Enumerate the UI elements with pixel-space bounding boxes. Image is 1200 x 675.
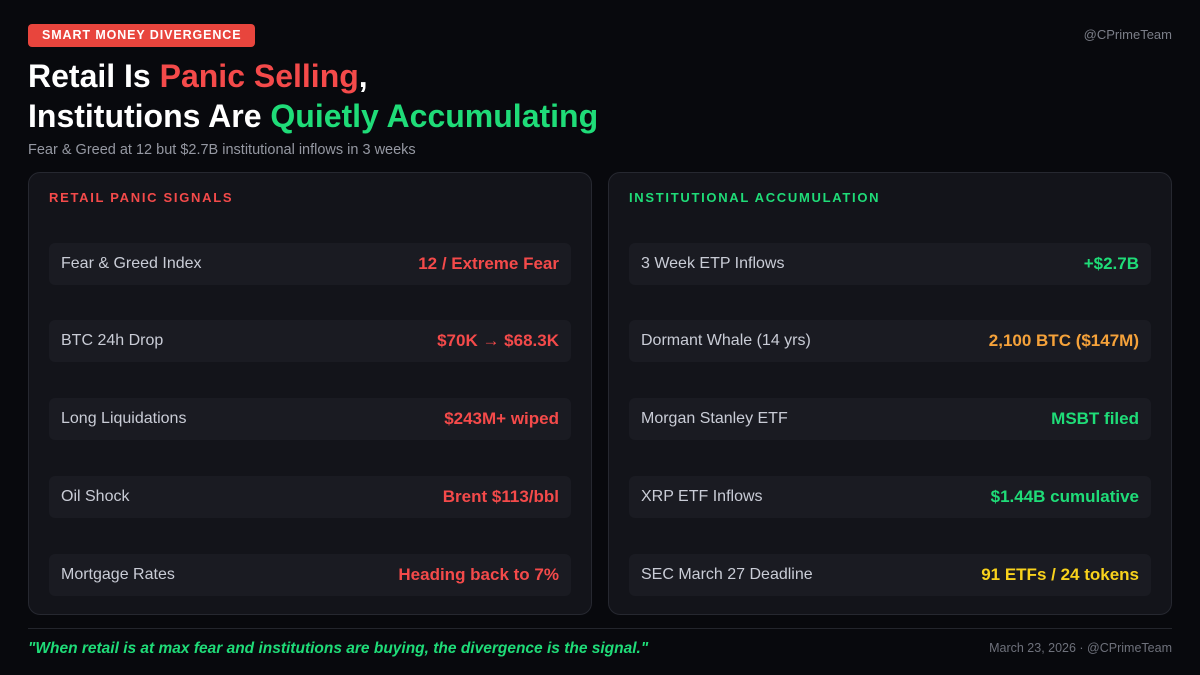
institutional-row-value: 2,100 BTC ($147M) [988, 331, 1139, 350]
retail-row-value: Brent $113/bbl [442, 487, 559, 506]
institutional-row: XRP ETF Inflows $1.44B cumulative [629, 476, 1151, 518]
retail-panel-title: RETAIL PANIC SIGNALS [49, 190, 234, 205]
institutional-row-value: 91 ETFs / 24 tokens [981, 565, 1139, 584]
institutional-row-label: XRP ETF Inflows [641, 488, 763, 505]
headline: Retail Is Panic Selling, Institutions Ar… [28, 56, 598, 136]
headline-line-1-text: Retail Is [28, 58, 160, 94]
institutional-row: Dormant Whale (14 yrs) 2,100 BTC ($147M) [629, 320, 1151, 362]
retail-row-label: Oil Shock [61, 488, 130, 505]
footer-meta: March 23, 2026 · @CPrimeTeam [989, 641, 1172, 655]
institutional-row-label: Dormant Whale (14 yrs) [641, 332, 811, 349]
retail-row-label: Long Liquidations [61, 410, 187, 427]
institutional-panel-title: INSTITUTIONAL ACCUMULATION [629, 190, 881, 205]
retail-row-value: Heading back to 7% [398, 565, 559, 584]
retail-row: Mortgage Rates Heading back to 7% [49, 554, 571, 596]
retail-row: BTC 24h Drop $70K → $68.3K [49, 320, 571, 362]
institutional-row-value: +$2.7B [1083, 254, 1139, 273]
headline-line-1-punct: , [358, 58, 368, 94]
retail-row: Fear & Greed Index 12 / Extreme Fear [49, 243, 571, 285]
retail-row-value: $70K → $68.3K [437, 331, 559, 350]
institutional-row-value: $1.44B cumulative [990, 487, 1139, 506]
footer-quote: "When retail is at max fear and institut… [28, 640, 649, 657]
retail-row: Long Liquidations $243M+ wiped [49, 398, 571, 440]
institutional-row: Morgan Stanley ETF MSBT filed [629, 398, 1151, 440]
retail-row-value: $243M+ wiped [444, 409, 559, 428]
retail-row-label: Mortgage Rates [61, 566, 175, 583]
institutional-row-label: 3 Week ETP Inflows [641, 255, 785, 272]
institutional-row: SEC March 27 Deadline 91 ETFs / 24 token… [629, 554, 1151, 596]
headline-highlight-accumulating: Quietly Accumulating [270, 98, 599, 134]
institutional-row: 3 Week ETP Inflows +$2.7B [629, 243, 1151, 285]
retail-row: Oil Shock Brent $113/bbl [49, 476, 571, 518]
headline-highlight-panic: Panic Selling [159, 58, 359, 94]
category-badge: SMART MONEY DIVERGENCE [28, 24, 256, 47]
author-handle: @CPrimeTeam [1083, 27, 1172, 42]
institutional-row-label: Morgan Stanley ETF [641, 410, 788, 427]
retail-row-label: BTC 24h Drop [61, 332, 164, 349]
retail-row-label: Fear & Greed Index [61, 255, 202, 272]
institutional-panel: INSTITUTIONAL ACCUMULATION 3 Week ETP In… [608, 172, 1172, 615]
retail-row-value: 12 / Extreme Fear [418, 254, 559, 273]
institutional-row-value: MSBT filed [1051, 409, 1139, 428]
retail-panel: RETAIL PANIC SIGNALS Fear & Greed Index … [28, 172, 592, 615]
headline-line-1: Retail Is Panic Selling, [28, 56, 598, 96]
subtitle: Fear & Greed at 12 but $2.7B institution… [28, 142, 416, 158]
headline-line-2: Institutions Are Quietly Accumulating [28, 96, 598, 136]
headline-line-2-text: Institutions Are [28, 98, 271, 134]
footer-divider [28, 628, 1172, 629]
institutional-row-label: SEC March 27 Deadline [641, 566, 813, 583]
